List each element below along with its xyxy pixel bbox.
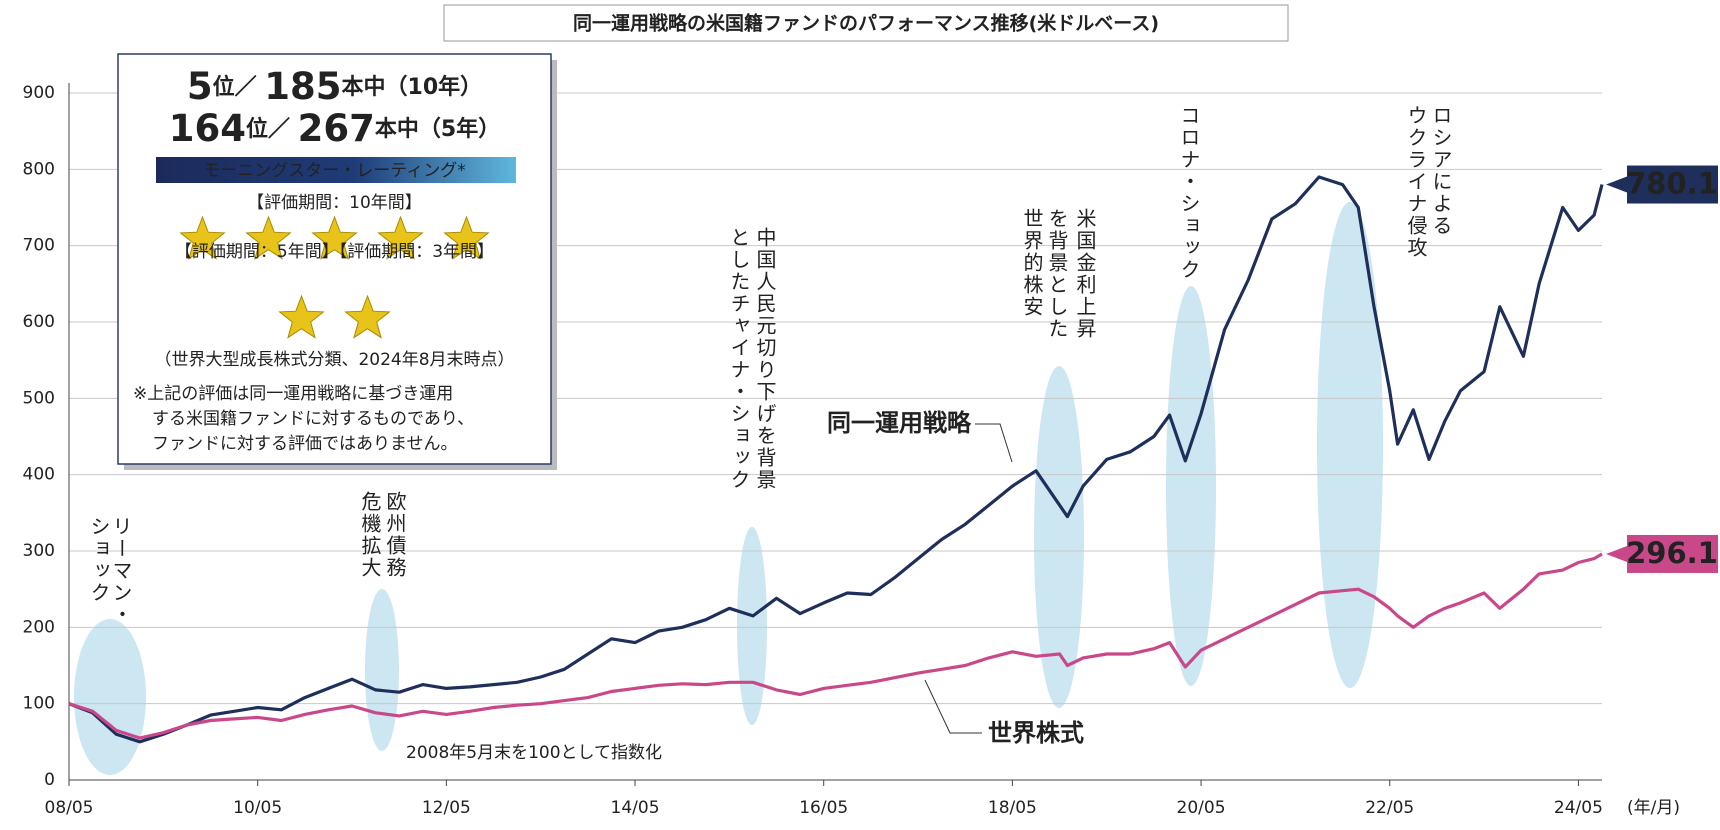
event-highlights: [74, 202, 1383, 775]
rank-part: 本中（10年）: [342, 74, 483, 100]
rank-part: 本中（5年）: [375, 116, 500, 142]
rating-star: [245, 215, 292, 260]
rating-star: [311, 215, 358, 260]
rank-part: 164: [169, 107, 246, 150]
annotation: コロナ・ショック: [1177, 105, 1201, 281]
disclaimer: ※上記の評価は同一運用戦略に基づき運用: [133, 384, 453, 404]
rank-part: 位／: [246, 116, 298, 142]
end-pointer: [1606, 176, 1627, 193]
event-ellipse: [1317, 202, 1383, 688]
x-tick-label: 22/05: [1365, 798, 1414, 818]
event-ellipse: [74, 619, 146, 775]
period-label: 【評価期間：5年間】【評価期間：3年間】: [175, 242, 494, 262]
disclaimer: ファンドに対する評価ではありません。: [152, 434, 458, 454]
rating-title: モーニングスター・レーティング*: [203, 161, 465, 181]
event-ellipse: [737, 527, 767, 725]
index-note: 2008年5月末を100として指数化: [406, 743, 662, 763]
event-ellipse: [1166, 286, 1216, 686]
category-note: （世界大型成長株式分類、2024年8月末時点）: [154, 350, 514, 370]
rating-star: [278, 294, 325, 339]
event-ellipse: [1034, 366, 1084, 708]
chart-title: 同一運用戦略の米国籍ファンドのパフォーマンス推移(米ドルベース): [573, 12, 1159, 35]
x-unit: (年/月): [1627, 798, 1680, 818]
info-panel: [117, 53, 552, 465]
rating-bar: [156, 157, 516, 183]
end-value-label: 296.1: [1626, 536, 1718, 570]
annotation: としたチャイナ・ショック: [727, 227, 751, 491]
y-tick-label: 400: [23, 465, 55, 485]
y-tick-label: 800: [23, 159, 55, 179]
rank-line: 164位／ 267本中（5年）: [169, 107, 500, 150]
annotation: 欧州債務: [383, 491, 407, 579]
y-tick-label: 700: [23, 236, 55, 256]
x-tick-label: 24/05: [1554, 798, 1603, 818]
rank-part: 185: [264, 65, 341, 108]
rating-star: [443, 215, 490, 260]
annotation: 危機拡大: [358, 491, 382, 579]
end-value-label: 780.1: [1626, 167, 1718, 201]
rank-part: 位／: [213, 74, 265, 100]
y-tick-label: 100: [23, 694, 55, 714]
rating-star: [377, 215, 424, 260]
y-tick-label: 300: [23, 541, 55, 561]
annotation: ロシアによる: [1429, 105, 1453, 237]
x-tick-label: 20/05: [1177, 798, 1226, 818]
x-tick-label: 10/05: [233, 798, 282, 818]
title-box: [443, 4, 1289, 42]
annotation: 中国人民元切り下げを背景: [753, 227, 777, 491]
y-tick-label: 900: [23, 83, 55, 103]
annotation: を背景とした: [1045, 208, 1069, 340]
annotation: ショック: [87, 516, 111, 604]
y-tick-label: 200: [23, 617, 55, 637]
y-tick-label: 600: [23, 312, 55, 332]
x-tick-label: 14/05: [611, 798, 660, 818]
series-label: 同一運用戦略: [827, 409, 972, 437]
rating-star: [344, 294, 391, 339]
info-box: 5位／ 185本中（10年）164位／ 267本中（5年）モーニングスター・レー…: [117, 53, 557, 470]
end-value-box: [1627, 165, 1718, 204]
leader-line: [975, 423, 1013, 463]
rank-part: 5: [187, 65, 213, 108]
end-pointer: [1606, 545, 1627, 562]
annotation: 米国金利上昇: [1073, 208, 1097, 340]
annotation: 世界的株安: [1020, 208, 1044, 318]
rank-line: 5位／ 185本中（10年）: [187, 65, 482, 108]
period-label: 【評価期間：10年間】: [247, 193, 422, 213]
annotation: ウクライナ侵攻: [1404, 105, 1428, 259]
end-value-box: [1627, 534, 1718, 573]
x-tick-label: 08/05: [45, 798, 94, 818]
event-ellipse: [365, 589, 399, 751]
x-tick-label: 16/05: [799, 798, 848, 818]
series-label: 世界株式: [988, 719, 1084, 747]
leader-line: [924, 679, 982, 734]
y-tick-label: 0: [44, 770, 55, 790]
series-line: [68, 175, 1604, 744]
x-tick-label: 18/05: [988, 798, 1037, 818]
y-tick-label: 500: [23, 388, 55, 408]
annotation: リーマン・: [109, 516, 133, 626]
rating-star: [179, 215, 226, 260]
series-line: [68, 552, 1603, 740]
disclaimer: する米国籍ファンドに対するものであり、: [152, 409, 474, 429]
rank-part: 267: [298, 107, 375, 150]
x-tick-label: 12/05: [422, 798, 471, 818]
